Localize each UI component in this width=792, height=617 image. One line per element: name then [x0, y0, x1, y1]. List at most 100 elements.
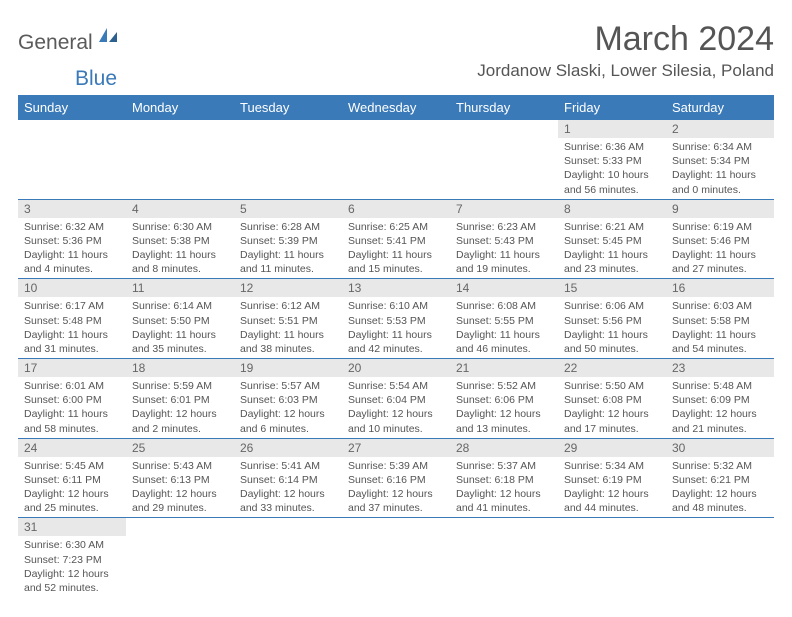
day-number: 17 — [18, 359, 126, 377]
day-number: 22 — [558, 359, 666, 377]
day-details: Sunrise: 6:03 AMSunset: 5:58 PMDaylight:… — [666, 297, 774, 358]
day-number: 13 — [342, 279, 450, 297]
sunset-text: Sunset: 6:11 PM — [24, 473, 122, 487]
sunset-text: Sunset: 5:38 PM — [132, 234, 230, 248]
calendar-week-row: 1Sunrise: 6:36 AMSunset: 5:33 PMDaylight… — [18, 120, 774, 199]
day-number: 21 — [450, 359, 558, 377]
sunset-text: Sunset: 5:58 PM — [672, 314, 770, 328]
day-details: Sunrise: 6:30 AMSunset: 7:23 PMDaylight:… — [18, 536, 126, 597]
calendar-empty-cell — [558, 518, 666, 597]
calendar-day-cell: 15Sunrise: 6:06 AMSunset: 5:56 PMDayligh… — [558, 279, 666, 359]
calendar-day-cell: 1Sunrise: 6:36 AMSunset: 5:33 PMDaylight… — [558, 120, 666, 199]
day-header: Monday — [126, 95, 234, 120]
calendar-day-cell: 28Sunrise: 5:37 AMSunset: 6:18 PMDayligh… — [450, 438, 558, 518]
day-details: Sunrise: 6:17 AMSunset: 5:48 PMDaylight:… — [18, 297, 126, 358]
sunset-text: Sunset: 5:55 PM — [456, 314, 554, 328]
logo-sail-icon — [97, 26, 119, 49]
calendar-day-cell: 31Sunrise: 6:30 AMSunset: 7:23 PMDayligh… — [18, 518, 126, 597]
calendar-day-cell: 5Sunrise: 6:28 AMSunset: 5:39 PMDaylight… — [234, 199, 342, 279]
day-number: 11 — [126, 279, 234, 297]
day-number: 15 — [558, 279, 666, 297]
sunrise-text: Sunrise: 6:01 AM — [24, 379, 122, 393]
sunset-text: Sunset: 5:45 PM — [564, 234, 662, 248]
sunset-text: Sunset: 6:18 PM — [456, 473, 554, 487]
calendar-day-cell: 7 Sunrise: 6:23 AMSunset: 5:43 PMDaylight… — [450, 199, 558, 279]
day-number: 10 — [18, 279, 126, 297]
day-details: Sunrise: 6:10 AMSunset: 5:53 PMDaylight:… — [342, 297, 450, 358]
daylight-text: Daylight: 10 hours and 56 minutes. — [564, 168, 662, 196]
sunset-text: Sunset: 5:56 PM — [564, 314, 662, 328]
calendar-empty-cell — [18, 120, 126, 199]
sunrise-text: Sunrise: 5:48 AM — [672, 379, 770, 393]
calendar-week-row: 24Sunrise: 5:45 AMSunset: 6:11 PMDayligh… — [18, 438, 774, 518]
logo-text-blue: Blue — [75, 67, 792, 91]
day-header: Friday — [558, 95, 666, 120]
calendar-empty-cell — [342, 120, 450, 199]
calendar-day-cell: 24Sunrise: 5:45 AMSunset: 6:11 PMDayligh… — [18, 438, 126, 518]
calendar-day-cell: 20Sunrise: 5:54 AMSunset: 6:04 PMDayligh… — [342, 359, 450, 439]
sunrise-text: Sunrise: 5:32 AM — [672, 459, 770, 473]
day-details: Sunrise: 5:45 AMSunset: 6:11 PMDaylight:… — [18, 457, 126, 518]
day-details: Sunrise: 5:32 AMSunset: 6:21 PMDaylight:… — [666, 457, 774, 518]
sunrise-text: Sunrise: 6:32 AM — [24, 220, 122, 234]
daylight-text: Daylight: 12 hours and 48 minutes. — [672, 487, 770, 515]
calendar-day-cell: 18Sunrise: 5:59 AMSunset: 6:01 PMDayligh… — [126, 359, 234, 439]
day-details: Sunrise: 5:50 AMSunset: 6:08 PMDaylight:… — [558, 377, 666, 438]
sunset-text: Sunset: 5:43 PM — [456, 234, 554, 248]
daylight-text: Daylight: 11 hours and 8 minutes. — [132, 248, 230, 276]
day-details: Sunrise: 6:28 AMSunset: 5:39 PMDaylight:… — [234, 218, 342, 279]
calendar-empty-cell — [342, 518, 450, 597]
sunrise-text: Sunrise: 6:34 AM — [672, 140, 770, 154]
day-number: 30 — [666, 439, 774, 457]
calendar-day-cell: 16Sunrise: 6:03 AMSunset: 5:58 PMDayligh… — [666, 279, 774, 359]
calendar-day-cell: 23Sunrise: 5:48 AMSunset: 6:09 PMDayligh… — [666, 359, 774, 439]
daylight-text: Daylight: 12 hours and 37 minutes. — [348, 487, 446, 515]
day-number: 2 — [666, 120, 774, 138]
day-number: 12 — [234, 279, 342, 297]
daylight-text: Daylight: 11 hours and 11 minutes. — [240, 248, 338, 276]
calendar-day-cell: 8Sunrise: 6:21 AMSunset: 5:45 PMDaylight… — [558, 199, 666, 279]
sunset-text: Sunset: 5:46 PM — [672, 234, 770, 248]
logo: General — [18, 20, 121, 59]
sunrise-text: Sunrise: 6:30 AM — [132, 220, 230, 234]
calendar-week-row: 10Sunrise: 6:17 AMSunset: 5:48 PMDayligh… — [18, 279, 774, 359]
day-details: Sunrise: 5:59 AMSunset: 6:01 PMDaylight:… — [126, 377, 234, 438]
calendar-week-row: 31Sunrise: 6:30 AMSunset: 7:23 PMDayligh… — [18, 518, 774, 597]
calendar-day-cell: 10Sunrise: 6:17 AMSunset: 5:48 PMDayligh… — [18, 279, 126, 359]
sunrise-text: Sunrise: 6:19 AM — [672, 220, 770, 234]
sunset-text: Sunset: 5:36 PM — [24, 234, 122, 248]
sunset-text: Sunset: 6:14 PM — [240, 473, 338, 487]
sunset-text: Sunset: 5:34 PM — [672, 154, 770, 168]
day-header: Saturday — [666, 95, 774, 120]
calendar-empty-cell — [126, 120, 234, 199]
sunrise-text: Sunrise: 6:23 AM — [456, 220, 554, 234]
calendar-day-cell: 9Sunrise: 6:19 AMSunset: 5:46 PMDaylight… — [666, 199, 774, 279]
sunset-text: Sunset: 5:33 PM — [564, 154, 662, 168]
daylight-text: Daylight: 12 hours and 21 minutes. — [672, 407, 770, 435]
day-header: Thursday — [450, 95, 558, 120]
day-number: 29 — [558, 439, 666, 457]
day-details: Sunrise: 6:36 AMSunset: 5:33 PMDaylight:… — [558, 138, 666, 199]
day-details: Sunrise: 6:12 AMSunset: 5:51 PMDaylight:… — [234, 297, 342, 358]
day-number: 31 — [18, 518, 126, 536]
calendar-day-cell: 29Sunrise: 5:34 AMSunset: 6:19 PMDayligh… — [558, 438, 666, 518]
day-number: 4 — [126, 200, 234, 218]
sunrise-text: Sunrise: 6:03 AM — [672, 299, 770, 313]
day-number: 7 — [450, 200, 558, 218]
day-number: 14 — [450, 279, 558, 297]
sunset-text: Sunset: 6:06 PM — [456, 393, 554, 407]
calendar-week-row: 3Sunrise: 6:32 AMSunset: 5:36 PMDaylight… — [18, 199, 774, 279]
sunset-text: Sunset: 6:19 PM — [564, 473, 662, 487]
day-number: 26 — [234, 439, 342, 457]
daylight-text: Daylight: 11 hours and 35 minutes. — [132, 328, 230, 356]
daylight-text: Daylight: 12 hours and 6 minutes. — [240, 407, 338, 435]
calendar-day-cell: 13Sunrise: 6:10 AMSunset: 5:53 PMDayligh… — [342, 279, 450, 359]
sunset-text: Sunset: 6:03 PM — [240, 393, 338, 407]
sunrise-text: Sunrise: 5:59 AM — [132, 379, 230, 393]
sunset-text: Sunset: 5:50 PM — [132, 314, 230, 328]
day-number: 6 — [342, 200, 450, 218]
daylight-text: Daylight: 11 hours and 19 minutes. — [456, 248, 554, 276]
sunrise-text: Sunrise: 6:28 AM — [240, 220, 338, 234]
daylight-text: Daylight: 12 hours and 2 minutes. — [132, 407, 230, 435]
daylight-text: Daylight: 12 hours and 13 minutes. — [456, 407, 554, 435]
